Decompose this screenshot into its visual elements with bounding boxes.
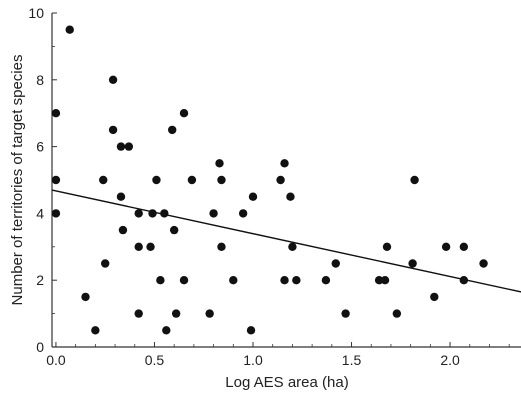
data-point	[179, 109, 189, 118]
plot-area: 0.0 0.5 1.0 1.5 2.0 0 2 4 6 8 10	[28, 5, 521, 368]
data-point	[382, 242, 392, 251]
data-point	[217, 175, 226, 185]
data-point	[156, 276, 165, 285]
data-point	[246, 326, 256, 335]
x-tick-label: 0.0	[46, 352, 66, 368]
data-point	[148, 209, 157, 218]
y-tick-label: 8	[36, 72, 44, 88]
data-point	[410, 175, 419, 185]
data-point	[160, 209, 169, 218]
data-point	[217, 242, 226, 251]
data-point	[205, 309, 214, 318]
data-point	[374, 276, 384, 285]
x-tick-label: 0.5	[145, 352, 165, 368]
data-point	[91, 326, 100, 335]
data-point	[238, 209, 248, 218]
data-point	[321, 276, 331, 285]
data-point	[171, 309, 181, 318]
data-point	[286, 192, 295, 201]
x-tick-label: 1.0	[243, 352, 263, 368]
data-point	[229, 276, 238, 285]
data-point	[441, 242, 451, 251]
y-tick-label: 0	[36, 339, 44, 355]
data-point	[280, 159, 289, 168]
data-point	[51, 209, 61, 218]
data-point	[187, 175, 197, 185]
data-point	[380, 276, 390, 285]
data-point	[51, 175, 61, 185]
data-point	[81, 292, 90, 302]
data-points	[51, 25, 488, 335]
data-point	[116, 142, 126, 151]
data-point	[248, 192, 258, 201]
data-point	[341, 309, 350, 318]
y-tick-label: 4	[36, 205, 44, 221]
y-tick-label: 6	[36, 139, 44, 155]
data-point	[280, 276, 289, 285]
data-point	[168, 125, 177, 135]
data-point	[459, 276, 469, 285]
data-point	[108, 75, 118, 85]
data-point	[99, 175, 108, 185]
data-point	[101, 259, 110, 268]
data-point	[118, 225, 128, 235]
data-point	[169, 225, 179, 235]
data-point	[288, 242, 297, 251]
x-tick-label: 2.0	[440, 352, 460, 368]
data-point	[116, 192, 126, 201]
data-point	[479, 259, 488, 268]
data-point	[331, 259, 340, 268]
data-point	[179, 276, 189, 285]
data-point	[215, 159, 224, 168]
trend-line	[51, 189, 521, 293]
data-point	[134, 309, 143, 318]
data-point	[146, 242, 155, 251]
x-axis-ticks: 0.0 0.5 1.0 1.5 2.0	[46, 342, 510, 368]
data-point	[292, 276, 301, 285]
y-axis-title: Number of territories of target species	[9, 55, 26, 306]
data-point	[276, 175, 285, 185]
y-tick-label: 10	[28, 5, 44, 21]
data-point	[134, 209, 143, 218]
data-point	[65, 25, 74, 34]
data-point	[408, 259, 417, 268]
data-point	[51, 109, 61, 118]
data-point	[134, 242, 143, 251]
data-point	[162, 326, 171, 335]
data-point	[430, 292, 439, 302]
data-point	[459, 242, 469, 251]
y-tick-label: 2	[36, 272, 44, 288]
x-axis-title: Log AES area (ha)	[225, 374, 348, 391]
data-point	[152, 175, 161, 185]
x-tick-label: 1.5	[342, 352, 362, 368]
data-point	[124, 142, 134, 151]
data-point	[392, 309, 402, 318]
data-point	[209, 209, 218, 218]
data-point	[108, 125, 118, 135]
